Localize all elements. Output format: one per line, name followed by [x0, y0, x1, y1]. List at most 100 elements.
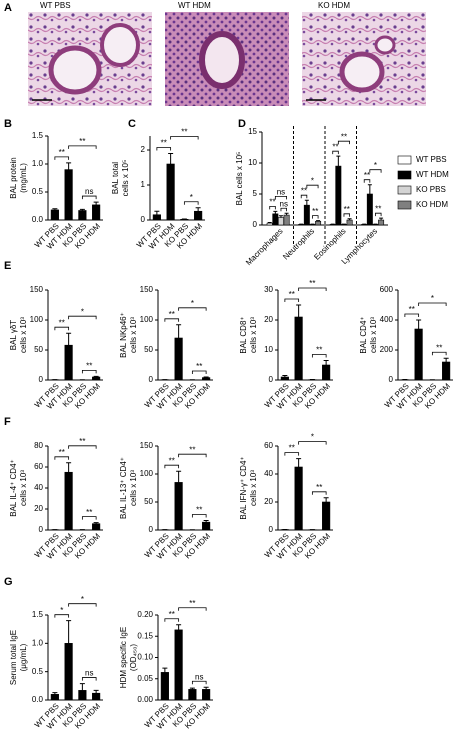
y-tick-label: 30	[264, 285, 273, 294]
x-tick-label: Neutrophils	[281, 227, 316, 262]
significance-bracket	[54, 614, 70, 618]
y-tick-label: 1.5	[32, 131, 44, 140]
bar	[315, 220, 322, 226]
significance-bracket	[311, 491, 327, 495]
significance-bracket	[81, 370, 97, 374]
significance-label: **	[344, 205, 350, 214]
significance-label: **	[289, 444, 295, 453]
error-bar	[52, 692, 58, 695]
image-label: WT PBS	[40, 1, 71, 10]
y-axis-label: BAL IFN-γ⁺ CD4⁺	[239, 456, 248, 519]
significance-label: **	[189, 445, 195, 454]
bar	[166, 163, 175, 221]
y-axis-label: BAL IL-4⁺ CD4⁺	[9, 459, 18, 517]
error-bar	[273, 210, 278, 214]
bar	[78, 690, 87, 701]
y-tick-label: 0.0	[32, 695, 44, 704]
error-bar	[79, 208, 85, 211]
significance-bracket	[54, 326, 70, 331]
significance-label: **	[309, 279, 315, 288]
legend-label: KO HDM	[416, 200, 448, 209]
significance-label: **	[364, 171, 370, 180]
y-tick-label: 20	[264, 497, 273, 506]
error-bar	[203, 376, 209, 378]
bar	[442, 361, 451, 381]
significance-bracket	[164, 618, 180, 622]
y-axis-label: Serum total IgE	[9, 630, 18, 685]
significance-bracket	[156, 147, 172, 151]
significance-label: **	[169, 610, 175, 619]
y-tick-label: 0	[389, 375, 394, 384]
error-bar	[203, 686, 209, 690]
y-tick-label: 5	[253, 189, 258, 198]
y-axis-label: cells x 10⁵	[121, 160, 130, 197]
y-tick-label: 150	[140, 285, 154, 294]
y-axis-label: HDM specific IgE	[119, 627, 128, 688]
y-axis-label: cells x 10³	[249, 470, 258, 506]
legend-label: KO PBS	[416, 185, 446, 194]
y-axis-label: (mg/mL)	[19, 163, 28, 193]
error-bar	[323, 360, 329, 365]
error-bar	[93, 375, 99, 377]
panel-label: D	[238, 118, 246, 130]
panel-label: F	[4, 416, 11, 428]
panel-label: G	[4, 576, 13, 588]
panel-label: B	[4, 118, 12, 130]
bar	[174, 482, 183, 531]
error-bar	[176, 324, 182, 338]
y-axis-label: BAL IL-13⁺ CD4⁺	[119, 457, 128, 519]
significance-label: **	[169, 456, 175, 465]
bar	[202, 377, 211, 381]
significance-label: **	[169, 310, 175, 319]
bar	[335, 165, 342, 226]
bar	[322, 364, 331, 381]
significance-bracket	[298, 441, 327, 445]
bar	[64, 169, 73, 221]
y-axis-label: (OD₄₅₀)	[129, 644, 138, 671]
legend-label: WT PBS	[416, 155, 447, 164]
bar	[202, 521, 211, 531]
error-bar	[416, 319, 422, 329]
y-tick-label: 0.05	[137, 674, 153, 683]
significance-label: ns	[195, 672, 203, 681]
y-tick-label: 0	[253, 220, 258, 229]
y-axis-label: cells x 10³	[129, 317, 138, 353]
y-tick-label: 150	[30, 285, 44, 294]
bar	[160, 672, 169, 701]
y-tick-label: 60	[264, 441, 273, 450]
y-tick-label: 0.10	[137, 653, 153, 662]
error-bar	[296, 304, 302, 317]
significance-label: **	[341, 132, 347, 141]
error-bar	[282, 375, 288, 377]
significance-label: *	[60, 606, 63, 615]
error-bar	[443, 357, 449, 362]
significance-bracket	[418, 302, 447, 306]
significance-label: ns	[277, 187, 285, 196]
y-axis-label: BAL NKp46⁺	[119, 312, 128, 358]
error-bar	[93, 522, 99, 524]
significance-label: **	[332, 142, 338, 151]
significance-label: **	[59, 318, 65, 327]
bar	[50, 694, 59, 701]
error-bar	[284, 212, 289, 216]
significance-bracket	[369, 169, 382, 173]
error-bar	[66, 462, 72, 473]
y-tick-label: 400	[380, 315, 394, 324]
significance-bracket	[68, 315, 97, 320]
bar	[346, 219, 353, 226]
bar	[378, 219, 385, 226]
legend-swatch	[397, 170, 412, 180]
error-bar	[347, 218, 352, 221]
y-tick-label: 40	[264, 469, 273, 478]
error-bar	[154, 210, 160, 215]
y-axis-label: BAL cells x 10⁵	[235, 152, 244, 206]
y-tick-label: 0.00	[137, 695, 153, 704]
error-bar	[66, 162, 72, 170]
y-tick-label: 1.0	[32, 159, 44, 168]
significance-label: **	[59, 448, 65, 457]
significance-bracket	[284, 452, 300, 456]
error-bar	[379, 217, 384, 221]
image-label: WT HDM	[178, 1, 211, 10]
